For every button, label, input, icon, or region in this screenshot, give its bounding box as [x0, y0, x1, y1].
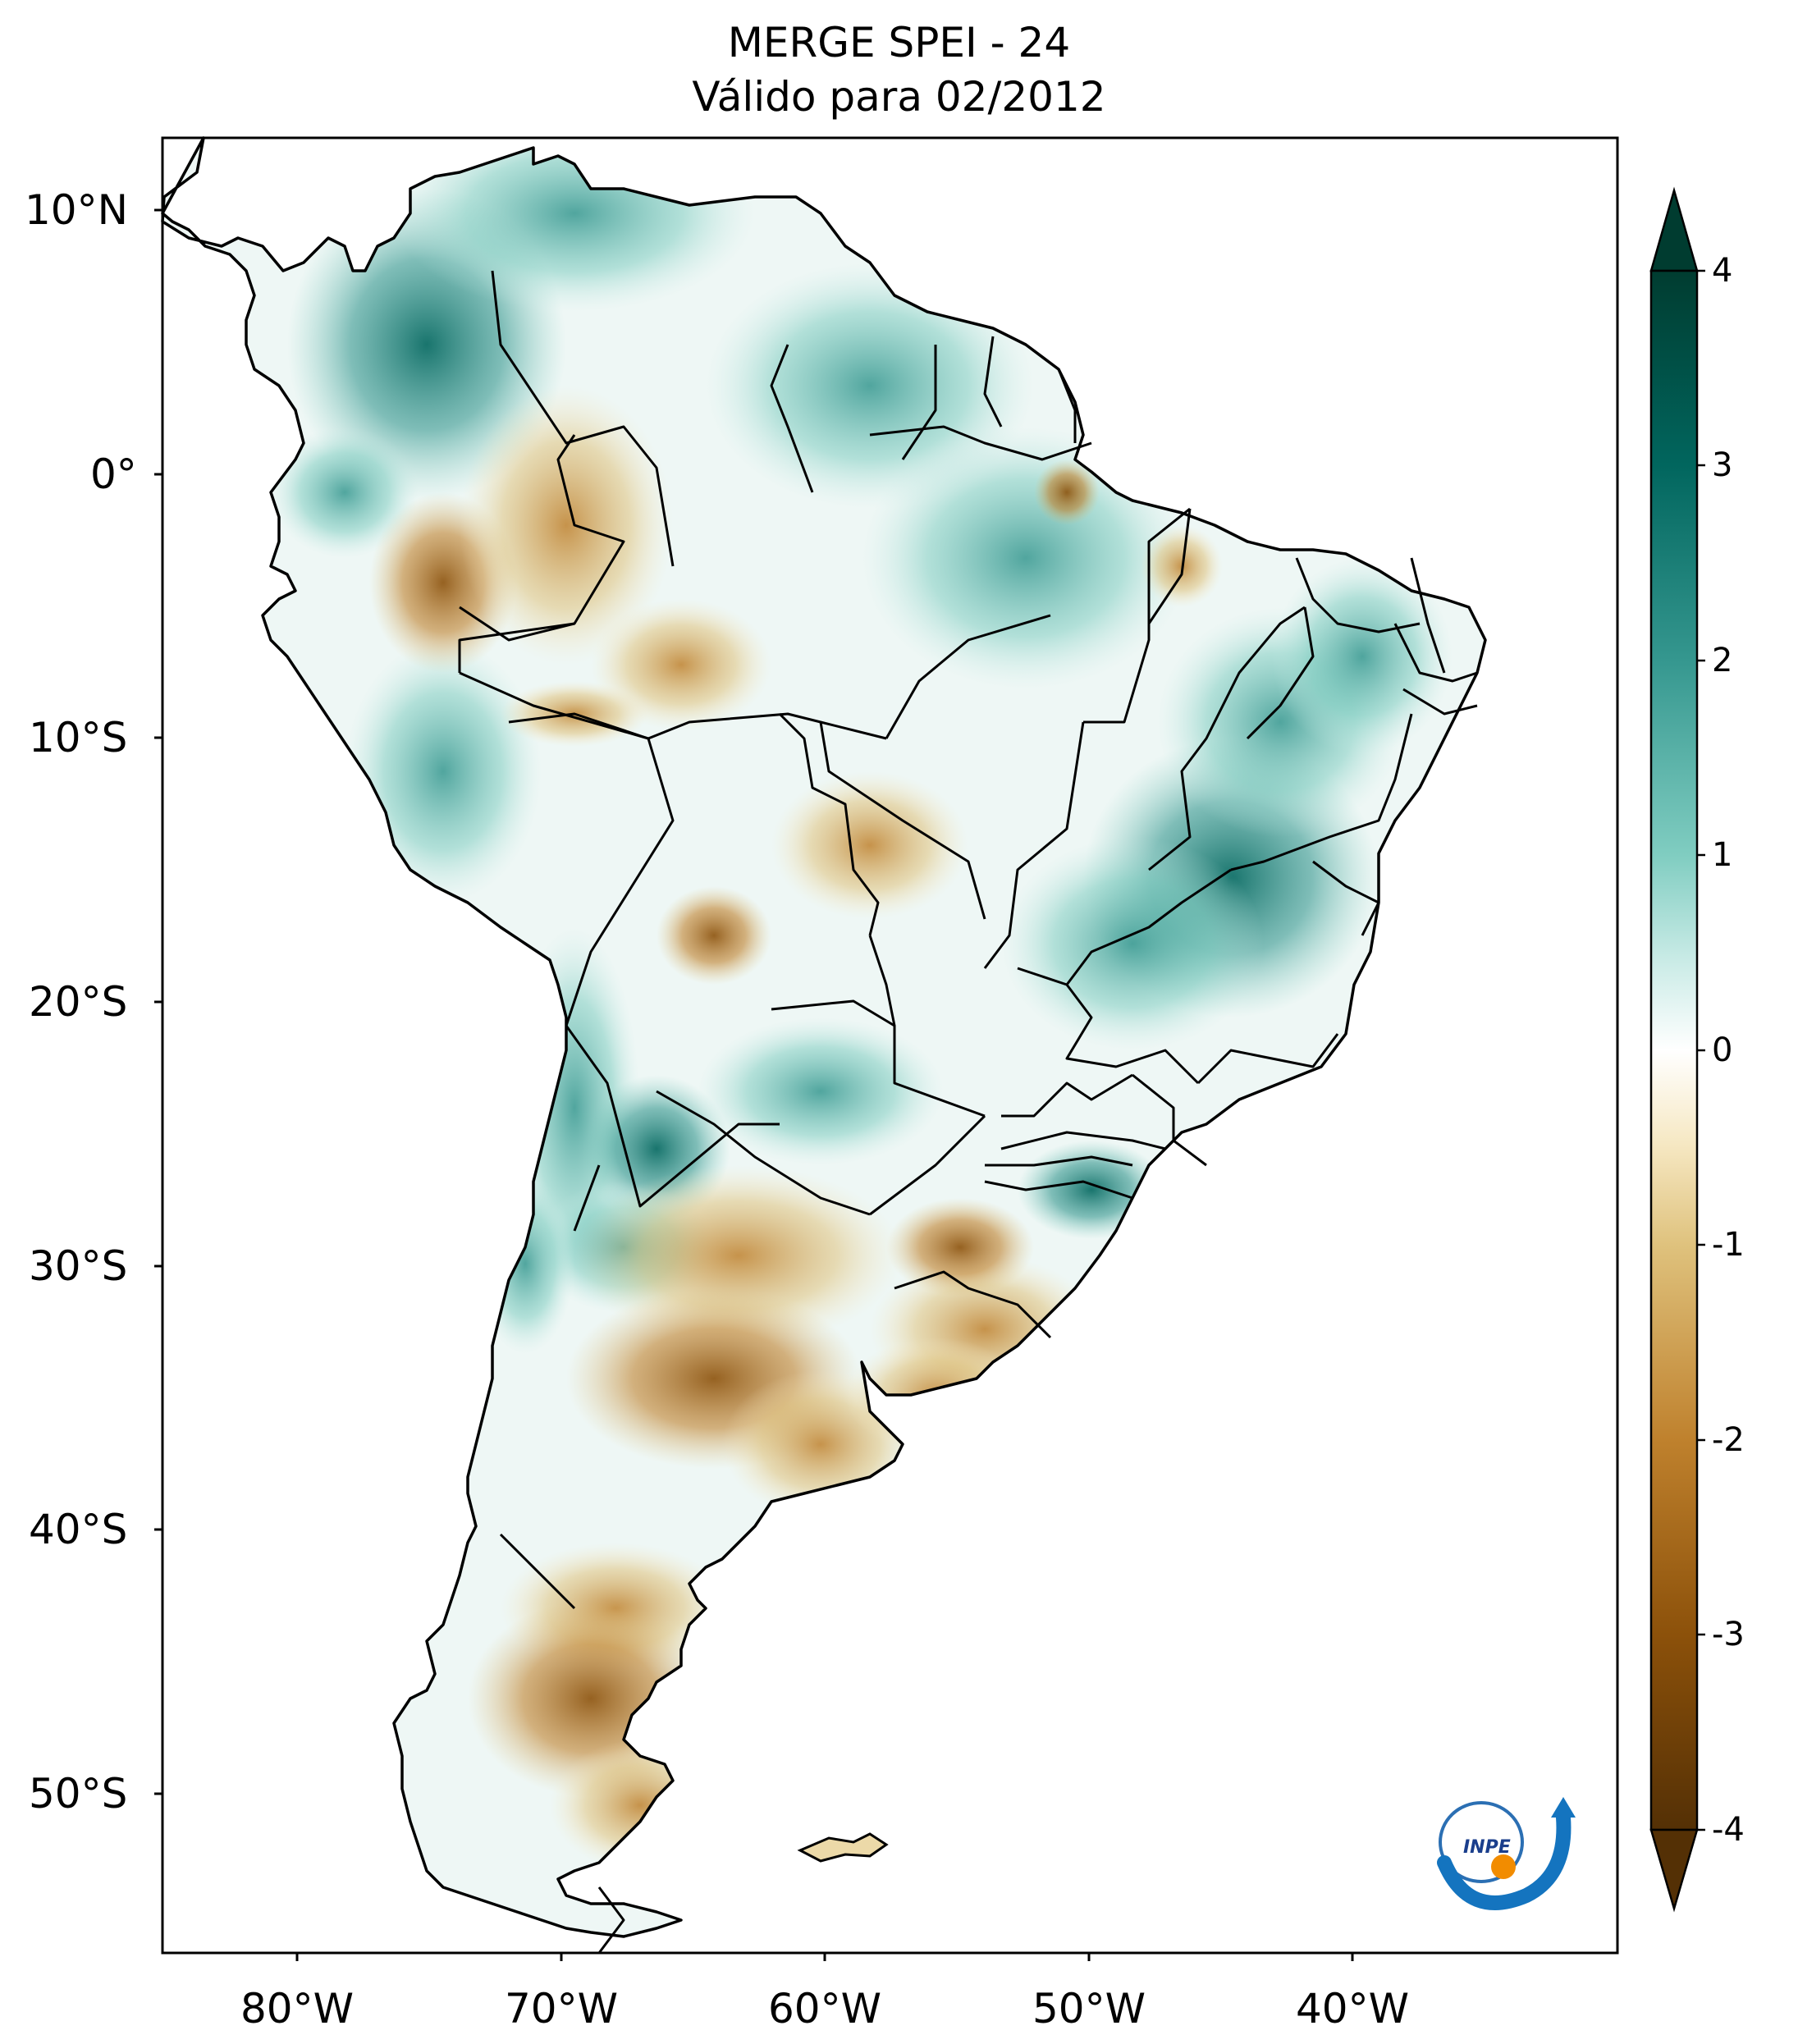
- colorbar-tick-2: 2: [1712, 642, 1733, 679]
- colorbar-tick-neg4: -4: [1712, 1811, 1745, 1849]
- lat-ticks: [154, 208, 162, 1795]
- falkland-islands: [797, 1832, 889, 1863]
- political-borders: [458, 270, 1478, 1954]
- map-title: MERGE SPEI - 24: [727, 19, 1071, 66]
- logo-text: INPE: [1463, 1837, 1511, 1858]
- lat-label-0: 0°: [90, 450, 137, 498]
- colorbar: [1649, 186, 1705, 1913]
- colorbar-tick-3: 3: [1712, 446, 1733, 484]
- lat-label-30s: 30°S: [29, 1242, 128, 1290]
- colorbar-tick-neg1: -1: [1712, 1226, 1745, 1264]
- colorbar-body: [1649, 269, 1699, 1831]
- lon-label-50w: 50°W: [1032, 1985, 1146, 2033]
- lat-label-20s: 20°S: [29, 978, 128, 1026]
- lat-label-10n: 10°N: [25, 186, 129, 234]
- colorbar-tick-neg2: -2: [1712, 1421, 1745, 1459]
- lon-label-80w: 80°W: [240, 1985, 355, 2033]
- lon-label-70w: 70°W: [504, 1985, 619, 2033]
- continent-outline: [161, 136, 1487, 1938]
- colorbar-tick-0: 0: [1712, 1031, 1733, 1069]
- colorbar-extend-bottom: [1649, 1828, 1699, 1913]
- lat-label-40s: 40°S: [29, 1506, 128, 1553]
- lon-label-40w: 40°W: [1295, 1985, 1410, 2033]
- lat-label-10s: 10°S: [29, 714, 128, 761]
- lon-ticks: [295, 1953, 1354, 1961]
- lat-label-50s: 50°S: [29, 1770, 128, 1818]
- colorbar-tick-4: 4: [1712, 252, 1733, 290]
- inpe-logo: INPE: [1437, 1797, 1576, 1910]
- map-subtitle: Válido para 02/2012: [692, 73, 1106, 121]
- colorbar-tick-1: 1: [1712, 836, 1733, 874]
- lon-label-60w: 60°W: [767, 1985, 882, 2033]
- colorbar-tick-neg3: -3: [1712, 1616, 1745, 1653]
- colorbar-extend-top: [1649, 186, 1699, 272]
- logo-arrow: [1437, 1810, 1572, 1910]
- logo-dot: [1491, 1854, 1516, 1879]
